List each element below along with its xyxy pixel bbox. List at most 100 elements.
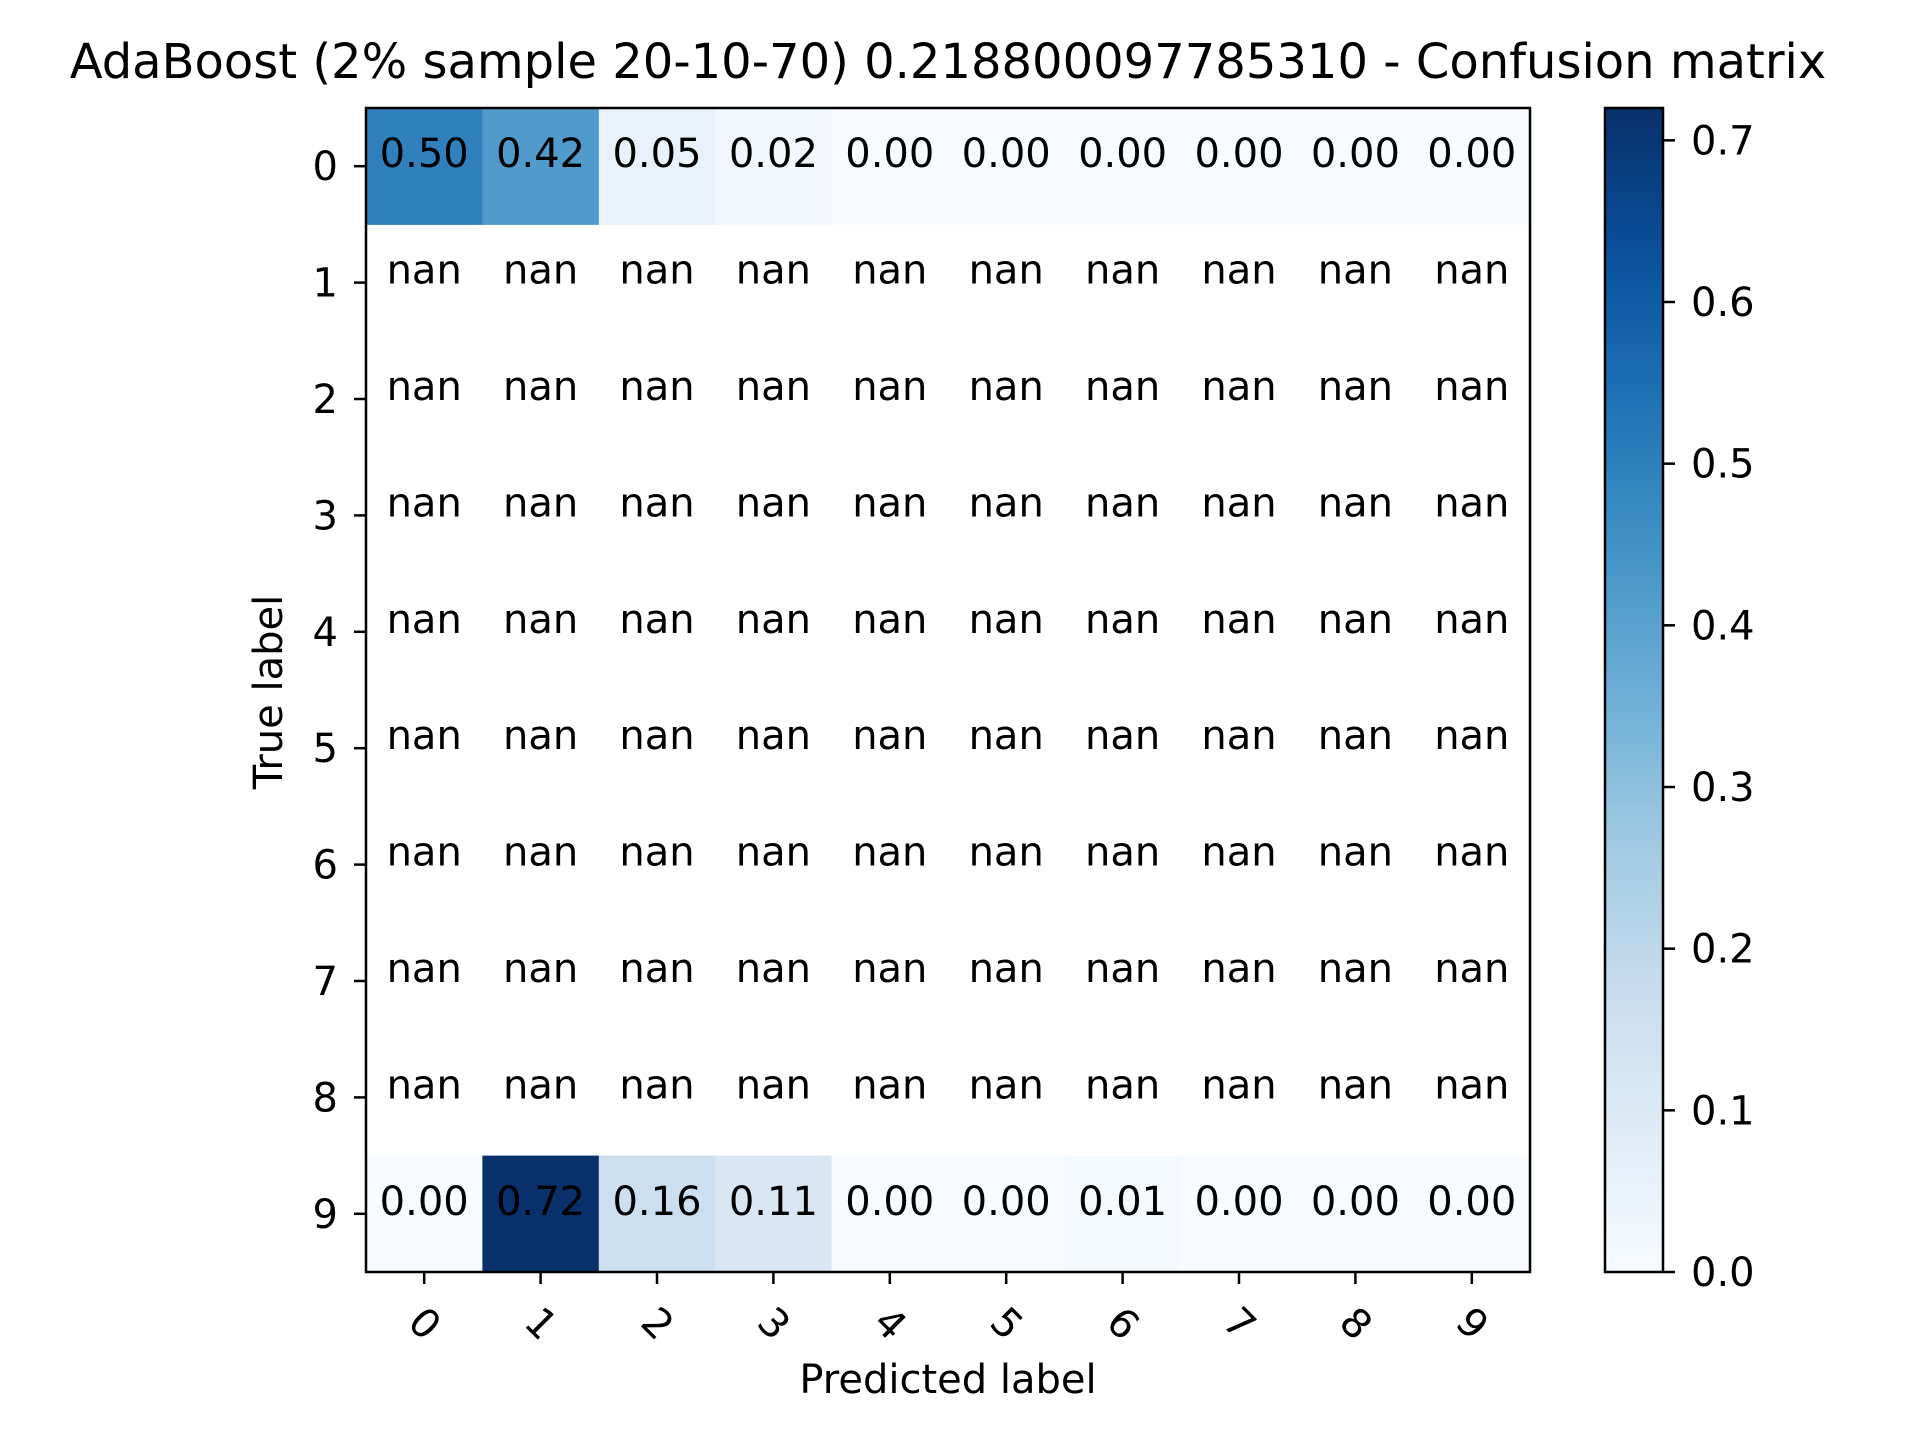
x-axis-label: Predicted label xyxy=(799,1357,1096,1403)
cell-value-label: 0.00 xyxy=(962,1179,1051,1225)
cell-value-label: 0.00 xyxy=(1311,131,1400,177)
cell-value-label: nan xyxy=(619,597,694,643)
cell-value-label: 0.00 xyxy=(1311,1179,1400,1225)
cell-value-label: 0.00 xyxy=(380,1179,469,1225)
cell-value-label: 0.11 xyxy=(729,1179,818,1225)
cell-value-label: nan xyxy=(619,480,694,526)
cell-value-label: nan xyxy=(1085,713,1160,759)
x-tick-label: 0 xyxy=(399,1299,450,1350)
cell-value-label: 0.00 xyxy=(845,1179,934,1225)
cell-value-label: nan xyxy=(1085,248,1160,294)
heatmap-cell xyxy=(482,1155,600,1273)
colorbar-ticks: 0.0 0.1 0.2 0.3 0.4 0.5 0.6 0.7 xyxy=(1663,118,1755,1296)
heatmap-cell xyxy=(948,1155,1065,1273)
cell-value-label: nan xyxy=(387,597,462,643)
heatmap-cell xyxy=(1413,1155,1531,1273)
cell-value-label: nan xyxy=(736,1062,811,1108)
cell-value-label: nan xyxy=(503,248,578,294)
cell-value-label: nan xyxy=(503,713,578,759)
colorbar-tick-label: 0.1 xyxy=(1691,1088,1755,1134)
x-axis-ticks: 0 1 2 3 4 5 6 7 8 9 xyxy=(399,1272,1497,1349)
cell-value-label: nan xyxy=(1201,946,1276,992)
cell-value-label: nan xyxy=(503,830,578,876)
heatmap-cell xyxy=(598,1155,716,1273)
y-axis-ticks: 0 1 2 3 4 5 6 7 8 9 xyxy=(313,144,366,1238)
cell-value-label: nan xyxy=(503,480,578,526)
cell-value-label: nan xyxy=(1201,830,1276,876)
y-tick-label: 4 xyxy=(313,610,338,656)
cell-value-label: 0.01 xyxy=(1078,1179,1167,1225)
cell-value-label: 0.42 xyxy=(496,131,585,177)
cell-value-label: 0.00 xyxy=(1078,131,1167,177)
y-axis-label: True label xyxy=(246,595,292,790)
x-tick-label: 3 xyxy=(748,1299,799,1350)
cell-value-label: nan xyxy=(1318,830,1393,876)
cell-value-label: nan xyxy=(1085,946,1160,992)
cell-value-label: nan xyxy=(387,364,462,410)
plot-frame xyxy=(364,106,1532,1274)
colorbar xyxy=(1603,106,1665,1274)
chart-title: AdaBoost (2% sample 20-10-70) 0.21880009… xyxy=(70,34,1827,90)
colorbar-tick-label: 0.4 xyxy=(1691,603,1755,649)
cell-value-label: 0.00 xyxy=(1427,1179,1516,1225)
cell-value-label: nan xyxy=(1434,597,1509,643)
cell-value-label: nan xyxy=(969,480,1044,526)
colorbar-tick-label: 0.2 xyxy=(1691,927,1755,973)
cell-value-label: nan xyxy=(619,946,694,992)
cell-value-label: nan xyxy=(852,364,927,410)
cell-value-label: 0.16 xyxy=(612,1179,701,1225)
heatmap-cell xyxy=(1180,108,1298,225)
cell-value-label: nan xyxy=(852,1062,927,1108)
cell-value-label: nan xyxy=(1318,713,1393,759)
heatmap-cell-labels: 0.50 0.42 0.05 0.02 0.00 0.00 0.00 0.00 0.00 0.00… xyxy=(380,131,1517,1225)
cell-value-label: nan xyxy=(1201,597,1276,643)
cell-value-label: nan xyxy=(619,364,694,410)
y-tick-label: 7 xyxy=(313,959,338,1005)
cell-value-label: nan xyxy=(1085,597,1160,643)
cell-value-label: nan xyxy=(1318,248,1393,294)
cell-value-label: nan xyxy=(969,946,1044,992)
cell-value-label: nan xyxy=(1434,713,1509,759)
x-tick-label: 5 xyxy=(981,1299,1032,1350)
cell-value-label: 0.00 xyxy=(845,131,934,177)
cell-value-label: nan xyxy=(619,713,694,759)
cell-value-label: nan xyxy=(1434,946,1509,992)
y-tick-label: 6 xyxy=(313,843,338,889)
cell-value-label: nan xyxy=(503,364,578,410)
cell-value-label: 0.72 xyxy=(496,1179,585,1225)
heatmap-cells xyxy=(366,108,1531,1273)
cell-value-label: nan xyxy=(503,1062,578,1108)
cell-value-label: nan xyxy=(1434,480,1509,526)
heatmap-cell xyxy=(831,1155,949,1273)
x-tick-label: 6 xyxy=(1097,1299,1148,1350)
cell-value-label: nan xyxy=(852,597,927,643)
cell-value-label: nan xyxy=(387,713,462,759)
cell-value-label: nan xyxy=(1318,480,1393,526)
x-tick-label: 9 xyxy=(1447,1299,1498,1350)
cell-value-label: nan xyxy=(736,480,811,526)
heatmap-cell xyxy=(1064,108,1182,225)
cell-value-label: nan xyxy=(736,364,811,410)
cell-value-label: nan xyxy=(852,713,927,759)
x-tick-label: 8 xyxy=(1330,1299,1381,1350)
cell-value-label: nan xyxy=(852,248,927,294)
cell-value-label: 0.00 xyxy=(1427,131,1516,177)
heatmap-cell xyxy=(482,108,600,225)
cell-value-label: nan xyxy=(1434,248,1509,294)
heatmap-cell xyxy=(1180,1155,1298,1273)
y-tick-label: 8 xyxy=(313,1075,338,1121)
heatmap-cell xyxy=(366,108,483,225)
x-tick-label: 4 xyxy=(865,1299,916,1350)
colorbar-tick-label: 0.6 xyxy=(1691,280,1755,326)
cell-value-label: nan xyxy=(1318,1062,1393,1108)
cell-value-label: 0.05 xyxy=(612,131,701,177)
x-tick-label: 1 xyxy=(515,1299,566,1350)
cell-value-label: 0.00 xyxy=(1194,131,1283,177)
cell-value-label: nan xyxy=(503,946,578,992)
colorbar-tick-label: 0.7 xyxy=(1691,118,1755,164)
colorbar-tick-label: 0.5 xyxy=(1691,442,1755,488)
heatmap-cell xyxy=(366,1155,483,1273)
heatmap-cell xyxy=(715,1155,833,1273)
cell-value-label: nan xyxy=(736,946,811,992)
cell-value-label: nan xyxy=(1085,480,1160,526)
